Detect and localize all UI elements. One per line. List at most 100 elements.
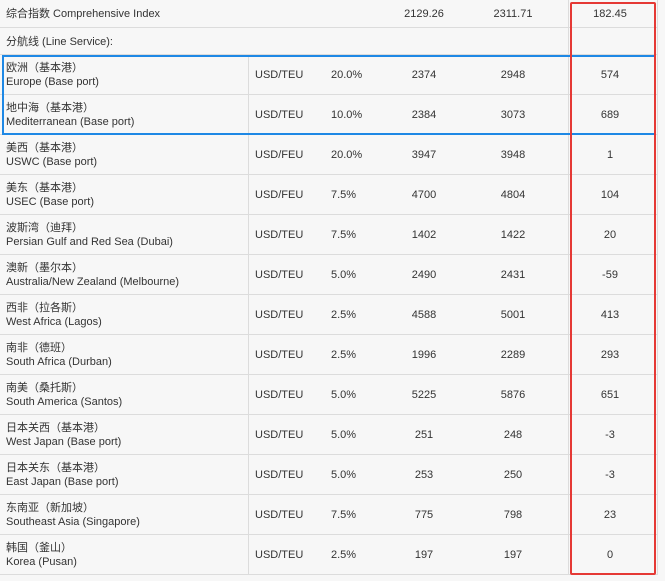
current-value: 4804 <box>500 189 526 201</box>
route-name-cn: 欧洲（基本港） <box>6 62 83 74</box>
route-name-en: South America (Santos) <box>6 396 123 408</box>
change-value: 293 <box>600 349 620 361</box>
change-value: 104 <box>600 189 620 201</box>
route-name-cn: 南非（德班） <box>6 342 72 354</box>
current-value: 1422 <box>500 229 526 241</box>
unit: USD/TEU <box>255 469 304 481</box>
weight: 20.0% <box>331 149 363 161</box>
section-label: 分航线 (Line Service): <box>6 36 113 48</box>
current-value: 197 <box>503 549 523 561</box>
route-row: 韩国（釜山） Korea (Pusan) USD/TEU 2.5% 197 197 0 <box>0 535 658 575</box>
change-value: 23 <box>603 509 617 521</box>
change-value: 0 <box>606 549 614 561</box>
route-name-cn: 波斯湾（迪拜） <box>6 222 83 234</box>
weight: 7.5% <box>331 229 357 241</box>
current-value: 5876 <box>500 389 526 401</box>
route-name-cn: 美东（基本港） <box>6 182 83 194</box>
route-name-cn: 韩国（釜山） <box>6 542 72 554</box>
change-value: 413 <box>600 309 620 321</box>
route-name-cn: 西非（拉各斯） <box>6 302 83 314</box>
unit: USD/TEU <box>255 549 304 561</box>
column-divider <box>248 55 249 575</box>
change-value: 651 <box>600 389 620 401</box>
route-row: 日本关西（基本港） West Japan (Base port) USD/TEU 5.… <box>0 415 658 455</box>
unit: USD/TEU <box>255 309 304 321</box>
current-value: 5001 <box>500 309 526 321</box>
previous-value: 3947 <box>411 149 437 161</box>
change-value: -59 <box>602 269 618 281</box>
summary-change: 182.45 <box>593 8 627 20</box>
weight: 20.0% <box>331 69 363 81</box>
route-name-en: USWC (Base port) <box>6 156 98 168</box>
route-name-en: East Japan (Base port) <box>6 476 119 488</box>
unit: USD/TEU <box>255 109 304 121</box>
route-name-en: Australia/New Zealand (Melbourne) <box>6 276 180 288</box>
current-value: 3948 <box>500 149 526 161</box>
summary-previous: 2129.26 <box>404 8 444 20</box>
unit: USD/TEU <box>255 389 304 401</box>
weight: 5.0% <box>331 469 357 481</box>
route-row: 东南亚（新加坡） Southeast Asia (Singapore) USD/TE… <box>0 495 658 535</box>
current-value: 250 <box>503 469 523 481</box>
route-row: 美西（基本港） USWC (Base port) USD/FEU 20.0% 3947 3… <box>0 135 658 175</box>
route-name-cn: 澳新（墨尔本） <box>6 262 83 274</box>
change-value: -3 <box>605 469 615 481</box>
current-value: 3073 <box>500 109 526 121</box>
summary-label: 综合指数 Comprehensive Index <box>6 8 161 20</box>
change-value: -3 <box>605 429 615 441</box>
route-name-cn: 日本关西（基本港） <box>6 422 105 434</box>
route-name-en: West Japan (Base port) <box>6 436 122 448</box>
column-divider <box>568 0 569 575</box>
previous-value: 2490 <box>411 269 437 281</box>
weight: 2.5% <box>331 349 357 361</box>
route-row: 南美（桑托斯） South America (Santos) USD/TEU 5.0%… <box>0 375 658 415</box>
section-row: 分航线 (Line Service): <box>0 28 658 55</box>
change-value: 574 <box>600 69 620 81</box>
route-row: 欧洲（基本港） Europe (Base port) USD/TEU 20.0% 237… <box>0 55 658 95</box>
weight: 7.5% <box>331 189 357 201</box>
route-row: 南非（德班） South Africa (Durban) USD/TEU 2.5% 19… <box>0 335 658 375</box>
unit: USD/FEU <box>255 189 304 201</box>
route-name-cn: 南美（桑托斯） <box>6 382 83 394</box>
current-value: 2431 <box>500 269 526 281</box>
summary-row: 综合指数 Comprehensive Index 2129.26 2311.71… <box>0 0 658 28</box>
previous-value: 197 <box>414 549 434 561</box>
unit: USD/TEU <box>255 349 304 361</box>
route-row: 美东（基本港） USEC (Base port) USD/FEU 7.5% 4700 48… <box>0 175 658 215</box>
route-name-cn: 东南亚（新加坡） <box>6 502 94 514</box>
current-value: 248 <box>503 429 523 441</box>
route-name-en: South Africa (Durban) <box>6 356 112 368</box>
previous-value: 1402 <box>411 229 437 241</box>
highlight-box <box>570 2 656 575</box>
change-value: 1 <box>606 149 614 161</box>
route-name-cn: 美西（基本港） <box>6 142 83 154</box>
current-value: 2948 <box>500 69 526 81</box>
change-value: 689 <box>600 109 620 121</box>
previous-value: 1996 <box>411 349 437 361</box>
previous-value: 2384 <box>411 109 437 121</box>
unit: USD/TEU <box>255 509 304 521</box>
route-name-cn: 地中海（基本港） <box>6 102 94 114</box>
previous-value: 2374 <box>411 69 437 81</box>
current-value: 2289 <box>500 349 526 361</box>
highlight-box <box>2 55 656 135</box>
summary-current: 2311.71 <box>493 8 533 20</box>
previous-value: 251 <box>414 429 434 441</box>
weight: 7.5% <box>331 509 357 521</box>
unit: USD/TEU <box>255 429 304 441</box>
weight: 2.5% <box>331 309 357 321</box>
unit: USD/TEU <box>255 269 304 281</box>
previous-value: 5225 <box>411 389 437 401</box>
route-row: 西非（拉各斯） West Africa (Lagos) USD/TEU 2.5% 458… <box>0 295 658 335</box>
previous-value: 253 <box>414 469 434 481</box>
route-name-en: Persian Gulf and Red Sea (Dubai) <box>6 236 173 248</box>
route-name-en: Europe (Base port) <box>6 76 99 88</box>
unit: USD/TEU <box>255 69 304 81</box>
previous-value: 775 <box>414 509 434 521</box>
route-name-en: West Africa (Lagos) <box>6 316 102 328</box>
route-name-cn: 日本关东（基本港） <box>6 462 105 474</box>
weight: 5.0% <box>331 389 357 401</box>
weight: 5.0% <box>331 429 357 441</box>
